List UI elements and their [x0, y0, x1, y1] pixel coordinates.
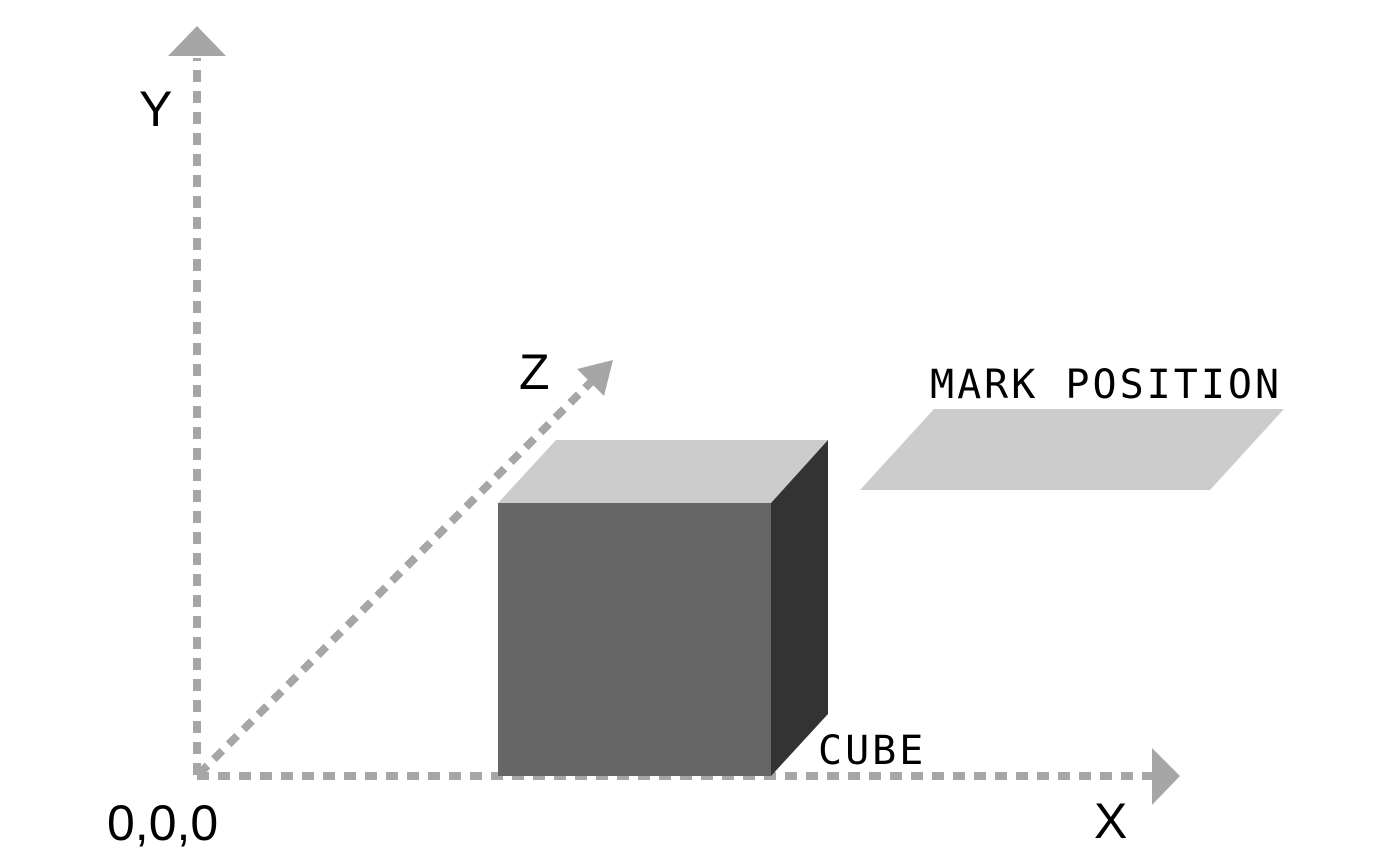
cube-top-face: [498, 440, 828, 503]
mark-position-label: MARK POSITION: [930, 362, 1282, 408]
y-axis-label: Y: [139, 81, 172, 137]
cube-side-face: [771, 440, 828, 776]
cube-front-face: [498, 503, 771, 776]
z-axis-line: [196, 372, 601, 777]
x-axis-label: X: [1094, 793, 1127, 849]
x-axis-arrowhead: [1152, 748, 1180, 805]
cube-label: CUBE: [818, 728, 926, 774]
mark-position-plane: [860, 409, 1284, 490]
x-axis: [197, 748, 1180, 805]
z-axis-arrowhead: [577, 360, 613, 396]
z-axis: [196, 360, 613, 777]
y-axis: [168, 26, 226, 775]
origin-label: 0,0,0: [107, 795, 218, 851]
y-axis-arrowhead: [168, 26, 226, 56]
cube: [498, 440, 828, 776]
z-axis-label: Z: [519, 344, 550, 400]
